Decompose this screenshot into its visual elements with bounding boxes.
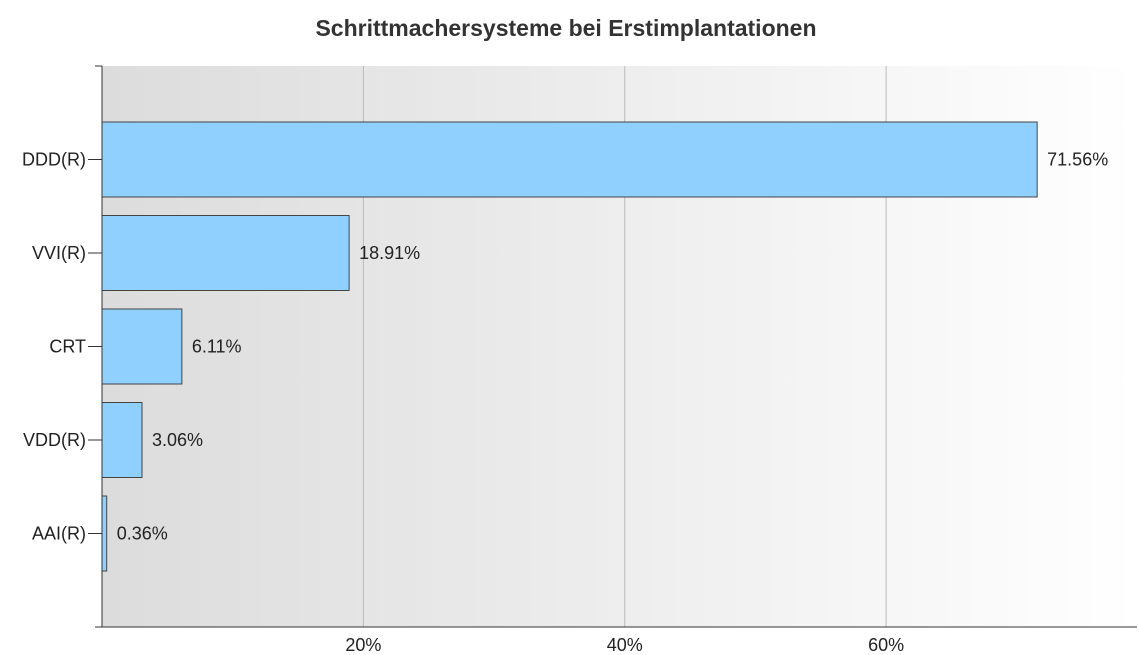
data-label: 6.11% (192, 337, 242, 357)
data-label: 71.56% (1047, 150, 1108, 170)
bar (101, 402, 143, 478)
y-tick-label: DDD(R) (22, 150, 86, 170)
bar (101, 495, 108, 572)
chart-title: Schrittmachersysteme bei Erstimplantatio… (315, 15, 816, 41)
bars-group (101, 121, 1038, 572)
y-tick-label: VDD(R) (23, 430, 86, 450)
x-tick-label: 20% (345, 635, 381, 655)
y-tick-label: CRT (49, 337, 86, 357)
bar (101, 215, 350, 291)
bar (101, 121, 1038, 198)
y-tick-label: AAI(R) (32, 524, 86, 544)
bar (101, 308, 183, 385)
data-label: 3.06% (152, 430, 203, 450)
y-tick-label: VVI(R) (32, 243, 86, 263)
x-tick-label: 60% (868, 635, 904, 655)
x-tick-label: 40% (607, 635, 643, 655)
data-label: 18.91% (359, 243, 420, 263)
labels-group: 20% 40% 60% DDD(R) 71.56% VVI(R) 18.91% CRT 6.11… (22, 150, 1108, 655)
data-label: 0.36% (117, 524, 168, 544)
